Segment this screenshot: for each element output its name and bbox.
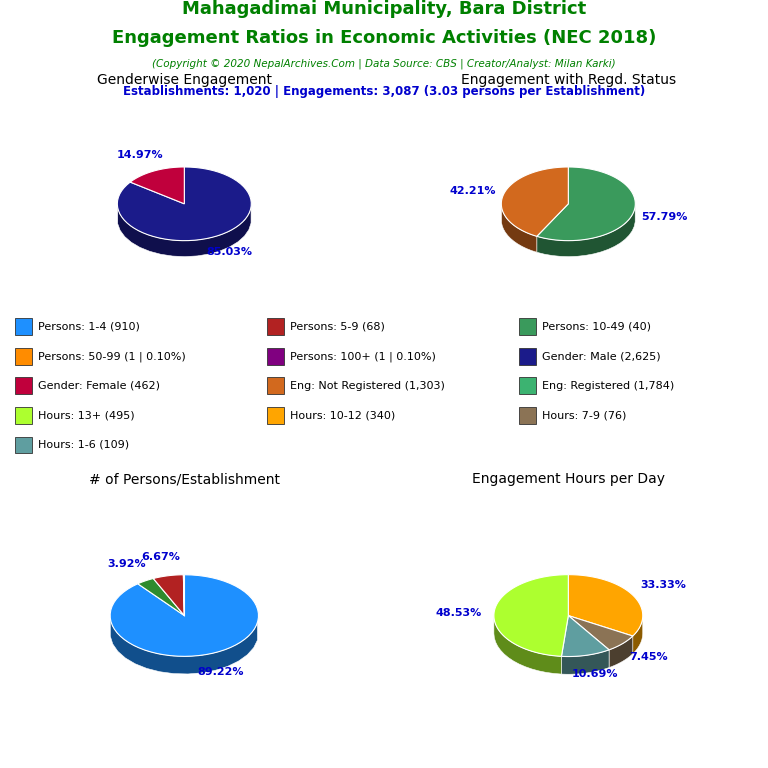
Polygon shape — [494, 616, 561, 674]
Polygon shape — [633, 616, 643, 654]
FancyBboxPatch shape — [267, 377, 284, 394]
Text: 10.69%: 10.69% — [571, 669, 618, 679]
Text: Mahagadimai Municipality, Bara District: Mahagadimai Municipality, Bara District — [182, 0, 586, 18]
FancyBboxPatch shape — [15, 407, 31, 424]
Text: Persons: 5-9 (68): Persons: 5-9 (68) — [290, 322, 385, 332]
Polygon shape — [137, 578, 184, 616]
Polygon shape — [568, 616, 633, 650]
Text: Hours: 10-12 (340): Hours: 10-12 (340) — [290, 410, 396, 420]
Polygon shape — [494, 574, 568, 657]
Polygon shape — [154, 574, 184, 616]
Title: Genderwise Engagement: Genderwise Engagement — [97, 73, 272, 87]
FancyBboxPatch shape — [267, 407, 284, 424]
Text: Persons: 1-4 (910): Persons: 1-4 (910) — [38, 322, 140, 332]
Text: 7.45%: 7.45% — [629, 652, 667, 662]
Polygon shape — [561, 616, 609, 657]
FancyBboxPatch shape — [267, 318, 284, 335]
Polygon shape — [118, 207, 251, 257]
Text: Hours: 13+ (495): Hours: 13+ (495) — [38, 410, 134, 420]
Text: 85.03%: 85.03% — [206, 247, 252, 257]
Title: Engagement Hours per Day: Engagement Hours per Day — [472, 472, 665, 486]
Text: 33.33%: 33.33% — [641, 581, 687, 591]
Text: Persons: 50-99 (1 | 0.10%): Persons: 50-99 (1 | 0.10%) — [38, 351, 186, 362]
Text: 57.79%: 57.79% — [641, 212, 687, 222]
Text: Hours: 7-9 (76): Hours: 7-9 (76) — [542, 410, 627, 420]
Polygon shape — [118, 167, 251, 240]
Text: 89.22%: 89.22% — [197, 667, 244, 677]
FancyBboxPatch shape — [267, 348, 284, 365]
FancyBboxPatch shape — [519, 377, 536, 394]
Text: Establishments: 1,020 | Engagements: 3,087 (3.03 persons per Establishment): Establishments: 1,020 | Engagements: 3,0… — [123, 84, 645, 98]
Text: Eng: Not Registered (1,303): Eng: Not Registered (1,303) — [290, 381, 445, 391]
Polygon shape — [111, 618, 257, 674]
FancyBboxPatch shape — [519, 348, 536, 365]
Polygon shape — [561, 650, 609, 674]
Polygon shape — [110, 574, 259, 657]
Polygon shape — [537, 167, 635, 240]
Text: Hours: 1-6 (109): Hours: 1-6 (109) — [38, 440, 129, 450]
Polygon shape — [502, 207, 537, 252]
Text: Persons: 10-49 (40): Persons: 10-49 (40) — [542, 322, 651, 332]
Text: 48.53%: 48.53% — [435, 607, 482, 617]
FancyBboxPatch shape — [519, 407, 536, 424]
Text: 3.92%: 3.92% — [108, 559, 146, 569]
FancyBboxPatch shape — [15, 348, 31, 365]
Text: (Copyright © 2020 NepalArchives.Com | Data Source: CBS | Creator/Analyst: Milan : (Copyright © 2020 NepalArchives.Com | Da… — [152, 59, 616, 69]
Text: Gender: Male (2,625): Gender: Male (2,625) — [542, 351, 660, 361]
Polygon shape — [502, 167, 568, 237]
Text: 14.97%: 14.97% — [116, 151, 163, 161]
Polygon shape — [609, 636, 633, 667]
Polygon shape — [537, 206, 635, 257]
FancyBboxPatch shape — [15, 318, 31, 335]
Polygon shape — [568, 574, 643, 636]
Text: Persons: 100+ (1 | 0.10%): Persons: 100+ (1 | 0.10%) — [290, 351, 435, 362]
Text: 6.67%: 6.67% — [141, 551, 180, 562]
FancyBboxPatch shape — [15, 436, 31, 453]
Text: Engagement Ratios in Economic Activities (NEC 2018): Engagement Ratios in Economic Activities… — [112, 29, 656, 48]
FancyBboxPatch shape — [519, 318, 536, 335]
Title: Engagement with Regd. Status: Engagement with Regd. Status — [461, 73, 676, 87]
Polygon shape — [131, 167, 184, 204]
Text: Eng: Registered (1,784): Eng: Registered (1,784) — [542, 381, 674, 391]
Text: Gender: Female (462): Gender: Female (462) — [38, 381, 160, 391]
Text: 42.21%: 42.21% — [449, 186, 495, 196]
FancyBboxPatch shape — [15, 377, 31, 394]
Title: # of Persons/Establishment: # of Persons/Establishment — [89, 472, 280, 487]
